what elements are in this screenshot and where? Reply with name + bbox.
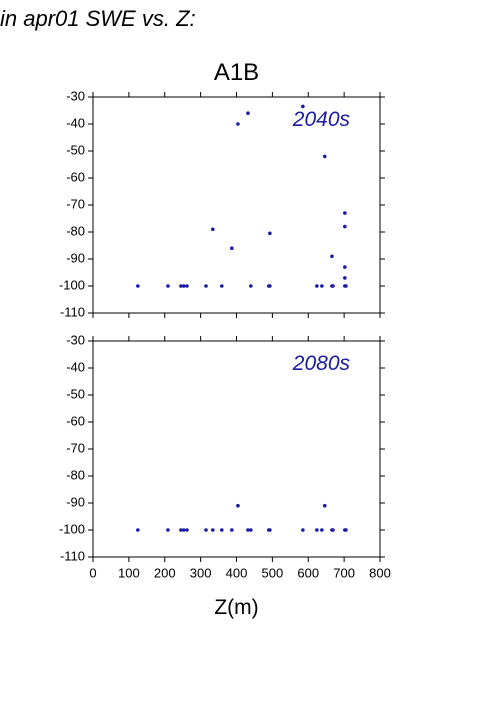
- x-tick-label: 600: [297, 565, 319, 580]
- point: [246, 528, 250, 532]
- x-tick-label: 100: [118, 565, 140, 580]
- y-tick-label: -80: [66, 467, 85, 482]
- panel-title: A1B: [214, 59, 259, 86]
- point: [268, 284, 272, 288]
- page-title: in apr01 SWE vs. Z:: [0, 6, 196, 31]
- y-tick-label: -80: [66, 223, 85, 238]
- point: [211, 227, 215, 232]
- point: [322, 154, 327, 159]
- y-tick-label: -50: [66, 142, 85, 157]
- point: [322, 503, 327, 508]
- point: [136, 528, 140, 532]
- point: [185, 528, 189, 532]
- point: [249, 284, 253, 288]
- point: [344, 528, 348, 532]
- point: [320, 284, 324, 288]
- point: [166, 528, 170, 532]
- point: [204, 528, 208, 532]
- y-tick-label: -110: [60, 548, 85, 563]
- point: [343, 265, 347, 269]
- x-tick-label: 700: [333, 565, 355, 580]
- panel-annotation: 2080s: [292, 352, 351, 375]
- x-tick-label: 300: [190, 565, 212, 580]
- point: [181, 528, 186, 532]
- point: [343, 224, 347, 229]
- point: [249, 528, 253, 532]
- y-tick-label: -90: [66, 494, 85, 509]
- point: [204, 284, 208, 288]
- y-tick-label: -100: [59, 521, 85, 536]
- y-tick-label: -40: [66, 115, 85, 130]
- y-tick-label: -40: [66, 359, 85, 374]
- point: [236, 122, 240, 126]
- point: [343, 211, 347, 215]
- point: [179, 528, 183, 532]
- x-tick-label: 400: [226, 565, 248, 580]
- y-tick-label: -60: [66, 169, 85, 184]
- point: [136, 284, 140, 288]
- point: [268, 528, 272, 532]
- point: [301, 104, 305, 109]
- point: [166, 284, 170, 288]
- point: [219, 284, 224, 288]
- x-tick-label: 0: [89, 565, 96, 580]
- point: [315, 528, 319, 532]
- x-axis-label: Z(m): [214, 596, 258, 619]
- point: [268, 231, 272, 236]
- point: [211, 528, 215, 532]
- x-tick-label: 200: [154, 565, 176, 580]
- point: [343, 276, 347, 280]
- point: [344, 284, 348, 288]
- point: [331, 284, 335, 288]
- point: [230, 246, 234, 250]
- point: [301, 528, 305, 532]
- point: [331, 528, 335, 532]
- y-tick-label: -70: [66, 440, 85, 455]
- y-tick-label: -50: [66, 386, 85, 401]
- y-tick-label: -60: [66, 413, 85, 428]
- point: [246, 111, 250, 115]
- y-tick-label: -30: [66, 332, 85, 347]
- point: [219, 528, 224, 532]
- y-tick-label: -90: [66, 250, 85, 265]
- y-tick-label: -30: [66, 88, 85, 103]
- point: [179, 284, 183, 288]
- point: [230, 528, 234, 532]
- x-tick-label: 800: [369, 565, 391, 580]
- point: [236, 503, 240, 508]
- point: [181, 284, 186, 288]
- panel-annotation: 2040s: [292, 108, 351, 131]
- y-tick-label: -110: [60, 304, 85, 319]
- y-tick-label: -100: [59, 277, 85, 292]
- point: [185, 284, 189, 288]
- point: [330, 254, 334, 259]
- y-tick-label: -70: [66, 196, 85, 211]
- point: [315, 284, 319, 288]
- x-tick-label: 500: [262, 565, 284, 580]
- point: [320, 528, 324, 532]
